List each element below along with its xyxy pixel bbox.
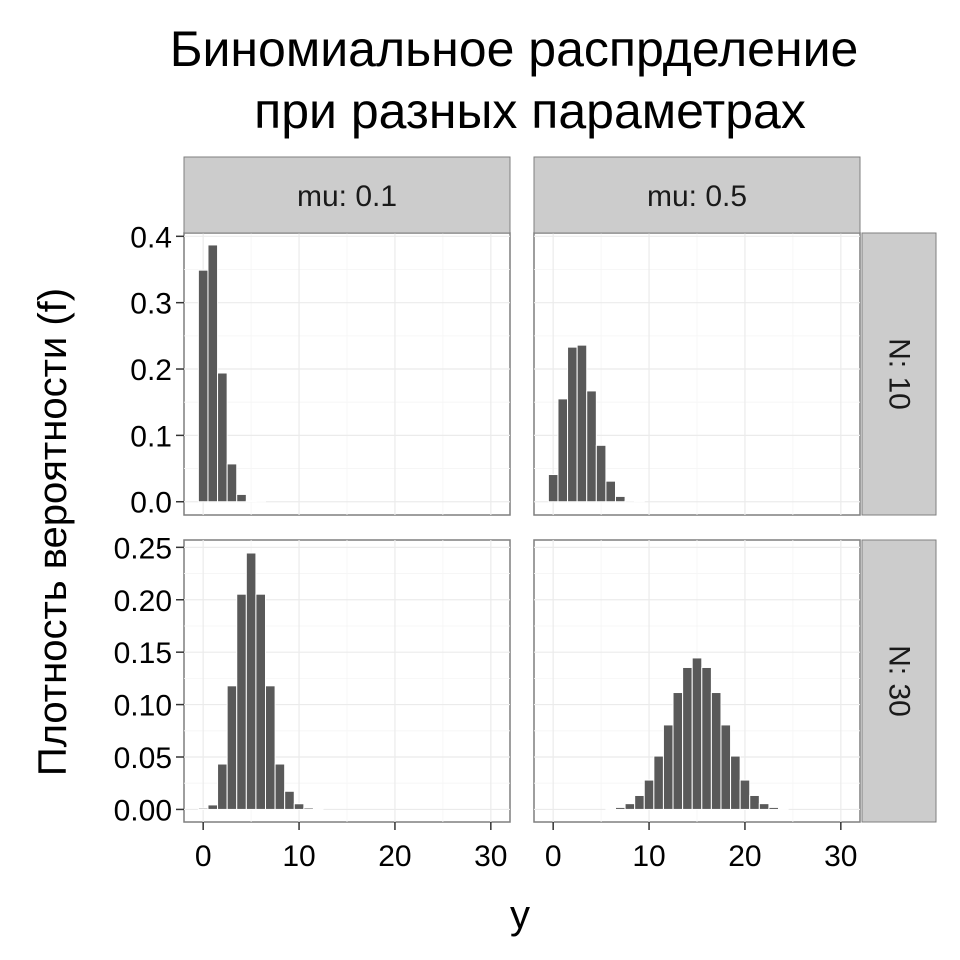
bar — [245, 552, 257, 810]
bars-r1-c0 — [197, 552, 324, 810]
strip-right-0 — [861, 232, 937, 516]
bar — [557, 398, 569, 503]
chart-title-line-2: при разных параметрах — [254, 83, 806, 139]
bar — [624, 500, 636, 503]
y-tick-label: 0.3 — [130, 288, 172, 321]
bar — [672, 692, 684, 810]
bar — [615, 495, 626, 503]
facet-panels: mu: 0.1 mu: 0.5 N: 10 N: 30 0.0 0.1 0.2 0.3 0.4 0… — [114, 156, 937, 873]
bar — [547, 474, 559, 503]
x-tick-label: 0 — [195, 840, 212, 873]
x-tick-label: 30 — [474, 840, 507, 873]
strip-top-0 — [183, 156, 511, 234]
y-tick-label: 0.4 — [130, 221, 172, 254]
strip-top-label: mu: 0.1 — [297, 180, 397, 213]
bars-r1-c1 — [605, 657, 789, 810]
bars-r0-c1 — [547, 344, 645, 503]
bar — [634, 794, 645, 810]
bar — [197, 269, 209, 503]
bar — [576, 344, 588, 503]
x-axis-title: y — [510, 893, 530, 937]
chart-title-line-1: Биномиальное распрделение — [170, 21, 859, 77]
bar — [303, 807, 314, 810]
y-tick-label: 0.15 — [114, 637, 172, 670]
strip-right-label: N: 10 — [883, 338, 916, 410]
bar — [691, 657, 703, 810]
x-tick-label: 20 — [728, 840, 761, 873]
x-tick-label: 0 — [545, 840, 562, 873]
bar — [197, 807, 209, 810]
strip-top-label: mu: 0.5 — [647, 180, 747, 213]
bar — [255, 593, 266, 810]
y-tick-label: 0.25 — [114, 532, 172, 565]
bar — [226, 463, 238, 503]
bar — [274, 763, 286, 810]
x-tick-label: 10 — [632, 840, 665, 873]
bar — [749, 794, 760, 810]
y-tick-label: 0.1 — [130, 420, 172, 453]
strip-top-1 — [533, 156, 861, 234]
bar — [217, 372, 228, 503]
bar — [778, 808, 789, 810]
bar — [701, 666, 712, 810]
strip-right-1 — [861, 539, 937, 823]
bar — [236, 493, 247, 503]
y-tick-label: 0.10 — [114, 690, 172, 723]
bar — [720, 724, 732, 810]
x-tick-label: 10 — [282, 840, 315, 873]
bar — [586, 390, 597, 503]
y-tick-label: 0.0 — [130, 487, 172, 520]
bar — [768, 806, 779, 810]
bar — [758, 803, 770, 810]
bar — [710, 692, 722, 810]
strip-right-label: N: 30 — [883, 645, 916, 717]
x-tick-label: 20 — [378, 840, 411, 873]
y-axis-title: Плотность вероятности (f) — [31, 288, 75, 776]
bar — [236, 593, 247, 810]
bar — [207, 804, 219, 810]
bar — [284, 790, 295, 810]
bar — [730, 755, 741, 810]
y-tick-label: 0.20 — [114, 585, 172, 618]
bar — [739, 779, 751, 810]
bar — [605, 480, 616, 503]
bar — [615, 806, 626, 810]
bar — [643, 779, 655, 810]
bar — [682, 666, 693, 810]
bar — [595, 444, 607, 503]
bar — [207, 244, 219, 503]
y-tick-label: 0.2 — [130, 354, 172, 387]
bar — [245, 500, 257, 503]
bar — [567, 346, 578, 503]
bars-r0-c0 — [197, 244, 266, 503]
bar — [217, 763, 228, 810]
bar — [624, 803, 636, 810]
bar — [226, 685, 238, 810]
bar — [662, 724, 674, 810]
bar — [653, 755, 664, 810]
bar — [265, 685, 276, 810]
x-tick-label: 30 — [824, 840, 857, 873]
bar — [605, 808, 616, 810]
bar — [293, 803, 305, 810]
y-tick-label: 0.05 — [114, 742, 172, 775]
panel-r0-c0 — [183, 232, 511, 516]
y-tick-label: 0.00 — [114, 794, 172, 827]
